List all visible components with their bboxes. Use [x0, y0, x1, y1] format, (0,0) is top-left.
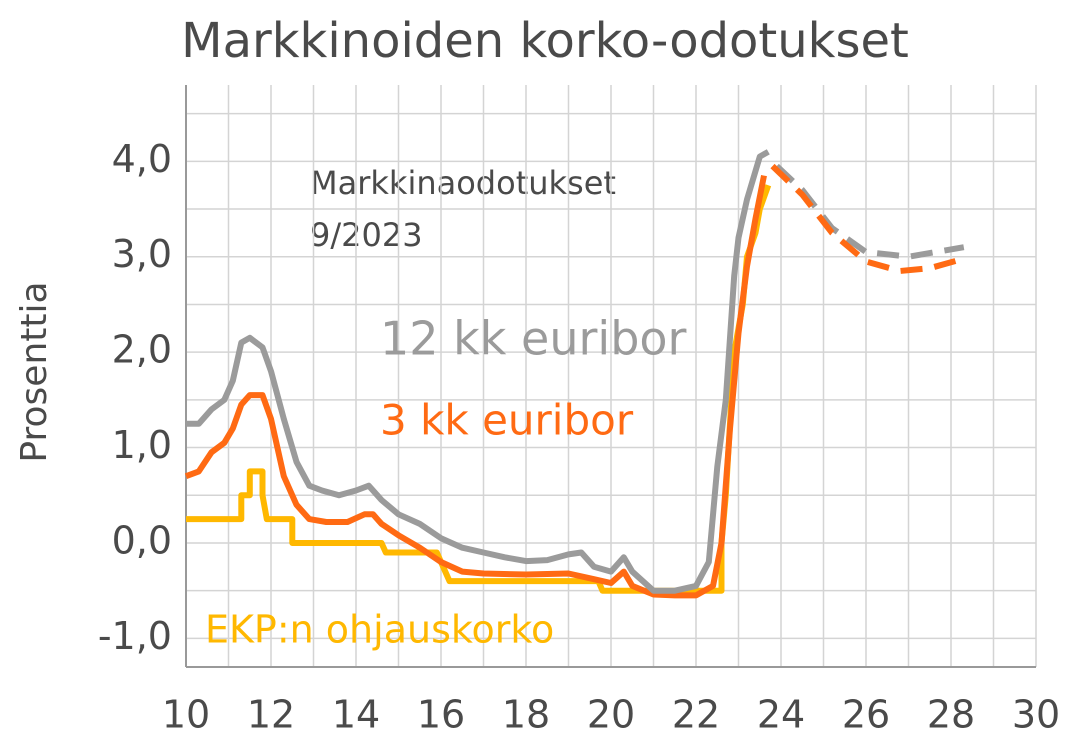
series-label: 12 kk euribor	[380, 312, 687, 366]
x-tick-label: 26	[842, 693, 890, 737]
x-tick-label: 14	[332, 693, 380, 737]
series-line	[184, 175, 767, 599]
y-tick-label: -1,0	[98, 614, 172, 658]
x-tick-label: 28	[927, 693, 975, 737]
x-tick-label: 18	[502, 693, 550, 737]
x-tick-label: 22	[672, 693, 720, 737]
y-axis-label: Prosenttia	[14, 281, 55, 462]
series-line	[770, 163, 965, 274]
x-tick-label: 30	[1012, 693, 1060, 737]
series-label: 3 kk euribor	[380, 396, 634, 445]
x-tick-label: 24	[757, 693, 805, 737]
x-tick-label: 12	[247, 693, 295, 737]
y-tick-label: 4,0	[112, 137, 172, 181]
x-tick-label: 16	[417, 693, 465, 737]
y-tick-label: 1,0	[112, 423, 172, 467]
chart-title: Markkinoiden korko-odotukset	[181, 13, 909, 69]
annotation: 9/2023	[310, 216, 423, 254]
series-line	[774, 163, 965, 260]
y-tick-label: 0,0	[112, 518, 172, 562]
x-tick-label: 20	[587, 693, 635, 737]
series-line	[186, 149, 770, 594]
x-tick-label: 10	[162, 693, 210, 737]
series-label: EKP:n ohjauskorko	[205, 608, 554, 652]
annotation: Markkinaodotukset	[310, 164, 616, 202]
y-tick-label: 3,0	[112, 232, 172, 276]
y-tick-label: 2,0	[112, 328, 172, 372]
